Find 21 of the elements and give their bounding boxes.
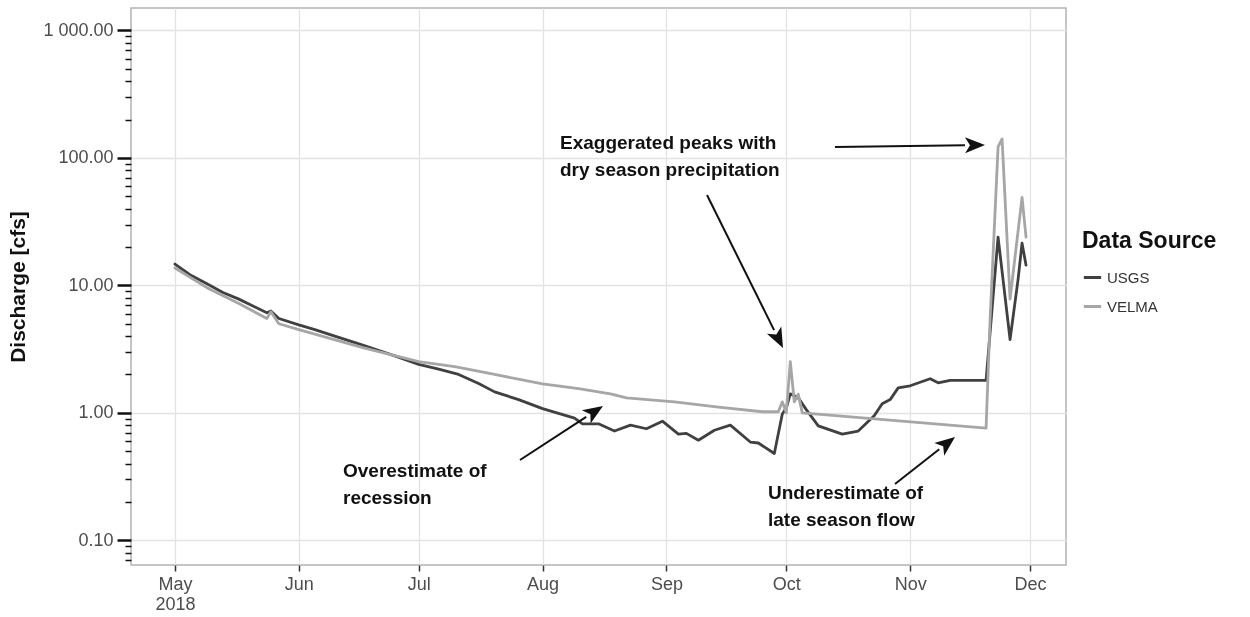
x-tick-label: Nov [894,573,927,594]
y-tick-label: 10.00 [68,274,114,295]
annotation: Overestimate of recession [343,459,487,510]
y-tick-label: 1.00 [78,402,114,423]
x-tick-label: Oct [772,573,801,594]
annotation: Underestimate of late season flow [768,481,924,532]
x-tick-label: Aug [527,573,560,594]
line-series [173,137,1028,430]
x-tick-label: Dec [1014,573,1047,594]
y-tick-label: 100.00 [58,147,114,168]
legend-label: USGS [1107,268,1150,286]
legend-label: VELMA [1107,297,1158,315]
y-tick-label: 0.10 [78,529,114,550]
legend-title: Data Source [1082,227,1217,253]
y-tick-label: 1 000.00 [43,19,114,40]
x-tick-label: Sep [650,573,683,594]
y-axis-title: Discharge [cfs] [6,211,30,363]
annotation: Exaggerated peaks with dry season precipitation [560,131,780,182]
x-tick-label: Jun [284,573,314,594]
x-tick-label: May 2018 [155,573,196,614]
x-tick-label: Jul [407,573,431,594]
